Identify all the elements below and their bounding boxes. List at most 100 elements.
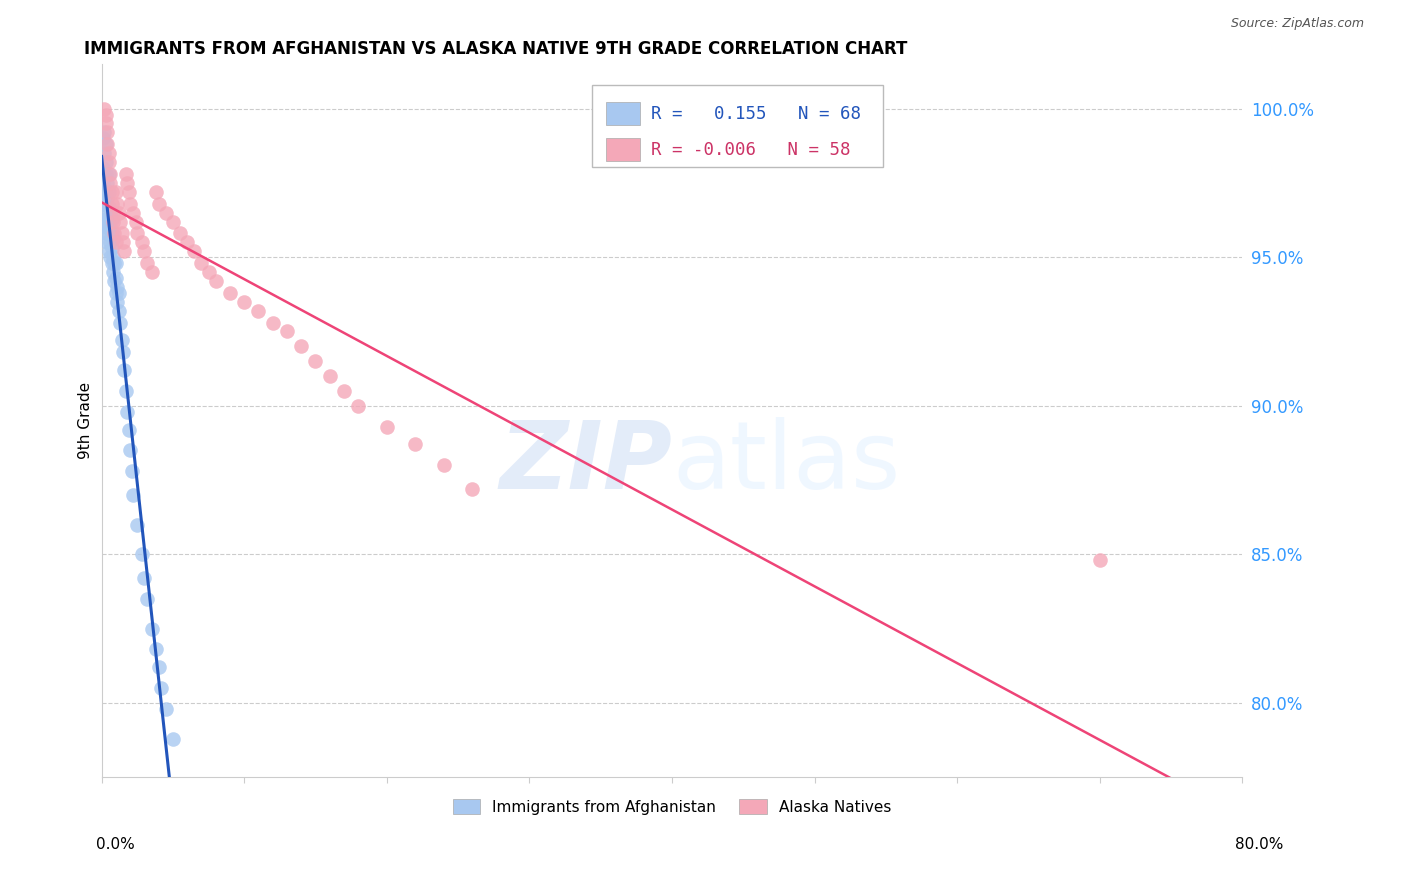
Legend: Immigrants from Afghanistan, Alaska Natives: Immigrants from Afghanistan, Alaska Nati… xyxy=(447,793,897,821)
Point xyxy=(100,256,122,270)
Point xyxy=(141,622,163,636)
Point xyxy=(93,214,115,228)
Point xyxy=(100,241,122,255)
Point xyxy=(93,185,115,199)
Point xyxy=(94,211,117,226)
Point xyxy=(304,354,326,368)
Bar xyxy=(606,103,640,125)
FancyBboxPatch shape xyxy=(592,86,883,168)
Point xyxy=(1088,553,1111,567)
Bar xyxy=(606,138,640,161)
Point xyxy=(197,265,219,279)
Point xyxy=(108,214,131,228)
Point xyxy=(103,274,125,288)
Point xyxy=(94,185,117,199)
Point xyxy=(162,214,184,228)
Point xyxy=(111,345,134,359)
Point xyxy=(233,294,256,309)
Point xyxy=(125,214,148,228)
Point xyxy=(91,131,114,145)
Point xyxy=(127,227,149,241)
Point xyxy=(145,642,167,657)
Point xyxy=(122,205,145,219)
Point xyxy=(148,196,170,211)
Point xyxy=(120,196,142,211)
Point xyxy=(97,227,120,241)
Point xyxy=(98,235,121,250)
Point xyxy=(100,227,122,241)
Point xyxy=(112,363,135,377)
Point xyxy=(97,167,120,181)
Point xyxy=(97,244,120,259)
Point xyxy=(101,232,124,246)
Point xyxy=(145,185,167,199)
Text: ZIP: ZIP xyxy=(499,417,672,509)
Point xyxy=(91,176,114,190)
Point xyxy=(91,196,114,211)
Text: 80.0%: 80.0% xyxy=(1236,838,1284,852)
Y-axis label: 9th Grade: 9th Grade xyxy=(79,382,93,459)
Point xyxy=(117,176,139,190)
Point xyxy=(104,256,127,270)
Point xyxy=(97,185,120,199)
Point xyxy=(150,681,173,695)
Text: R = -0.006   N = 58: R = -0.006 N = 58 xyxy=(651,141,851,159)
Text: Source: ZipAtlas.com: Source: ZipAtlas.com xyxy=(1230,17,1364,29)
Text: 0.0%: 0.0% xyxy=(96,838,135,852)
Point xyxy=(105,196,128,211)
Text: IMMIGRANTS FROM AFGHANISTAN VS ALASKA NATIVE 9TH GRADE CORRELATION CHART: IMMIGRANTS FROM AFGHANISTAN VS ALASKA NA… xyxy=(84,40,908,58)
Point xyxy=(98,220,121,235)
Point xyxy=(136,591,159,606)
Point xyxy=(117,405,139,419)
Point xyxy=(94,137,117,152)
Point xyxy=(94,167,117,181)
Point xyxy=(148,660,170,674)
Point xyxy=(111,235,134,250)
Text: R =   0.155   N = 68: R = 0.155 N = 68 xyxy=(651,104,862,123)
Point xyxy=(131,547,153,561)
Point xyxy=(118,185,141,199)
Point xyxy=(94,227,117,241)
Point xyxy=(98,250,121,264)
Point xyxy=(115,384,138,398)
Point xyxy=(100,211,122,226)
Point xyxy=(107,285,129,300)
Point xyxy=(375,419,398,434)
Point xyxy=(97,146,120,161)
Point xyxy=(96,220,118,235)
Point xyxy=(94,116,117,130)
Point xyxy=(93,196,115,211)
Point xyxy=(98,205,121,219)
Point xyxy=(262,316,284,330)
Point xyxy=(107,303,129,318)
Point xyxy=(183,244,205,259)
Point xyxy=(100,185,122,199)
Point xyxy=(93,125,115,139)
Point xyxy=(110,227,132,241)
Point xyxy=(176,235,198,250)
Point xyxy=(333,384,356,398)
Point xyxy=(108,316,131,330)
Point xyxy=(347,399,370,413)
Point xyxy=(96,125,118,139)
Point xyxy=(134,244,156,259)
Point xyxy=(120,443,142,458)
Point xyxy=(141,265,163,279)
Point xyxy=(319,369,342,384)
Point xyxy=(134,571,156,585)
Point xyxy=(162,731,184,746)
Point xyxy=(122,488,145,502)
Point xyxy=(101,250,124,264)
Point xyxy=(204,274,226,288)
Point xyxy=(96,137,118,152)
Point xyxy=(103,227,125,241)
Point xyxy=(105,280,128,294)
Point xyxy=(115,167,138,181)
Point xyxy=(94,107,117,121)
Point xyxy=(155,205,177,219)
Point xyxy=(96,205,118,219)
Point xyxy=(100,196,122,211)
Point xyxy=(94,155,117,169)
Point xyxy=(97,200,120,214)
Point xyxy=(127,517,149,532)
